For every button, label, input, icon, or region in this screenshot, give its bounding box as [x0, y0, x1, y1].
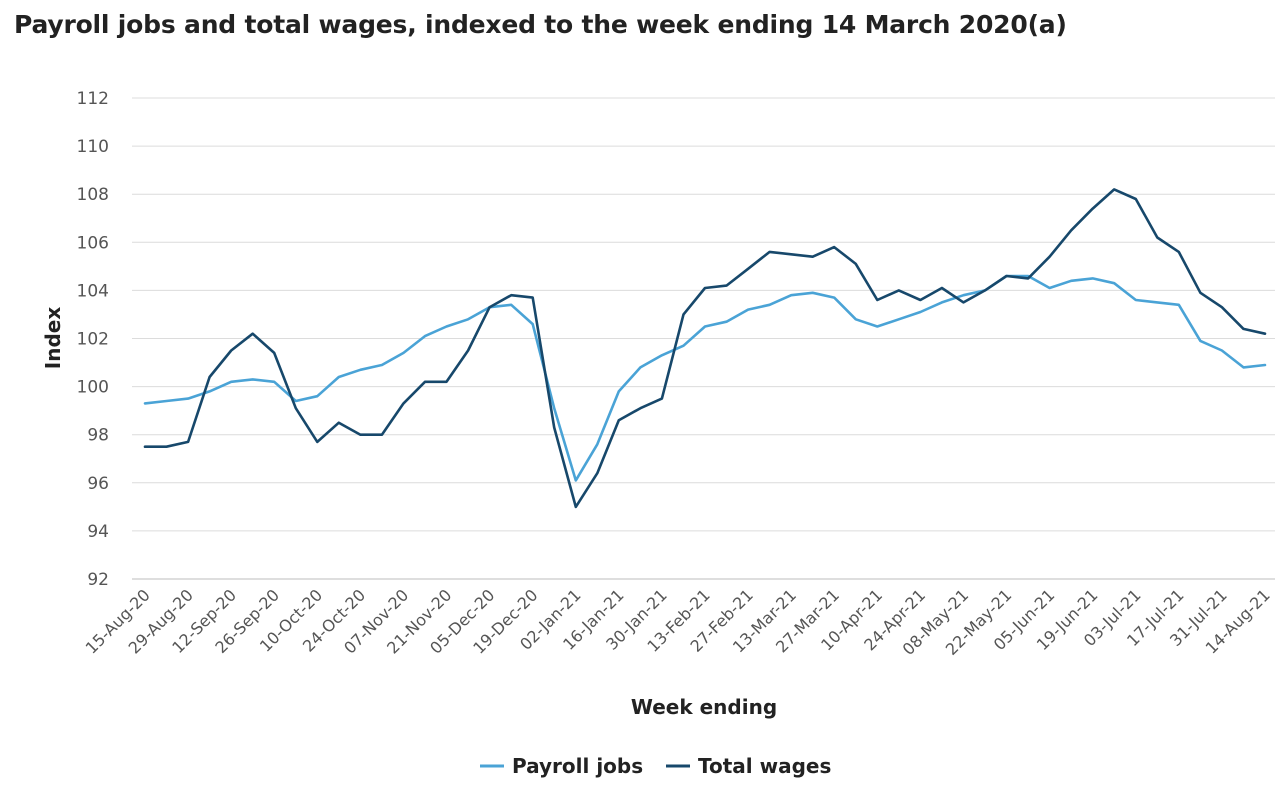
legend: Payroll jobs Total wages — [480, 754, 831, 778]
y-axis-ticks: 92 94 96 98 100 102 104 106 108 110 112 — [77, 89, 109, 590]
y-tick-label: 104 — [77, 281, 109, 301]
y-tick-label: 96 — [87, 474, 109, 494]
chart-title: Payroll jobs and total wages, indexed to… — [14, 10, 1067, 39]
y-tick-label: 102 — [77, 330, 109, 350]
y-tick-label: 100 — [77, 378, 109, 398]
series-lines — [143, 188, 1267, 509]
legend-label: Payroll jobs — [512, 754, 643, 778]
x-axis-label: Week ending — [631, 695, 777, 719]
y-tick-label: 94 — [87, 522, 109, 542]
gridlines — [132, 97, 1275, 580]
series-line-payroll-jobs — [143, 274, 1267, 482]
y-tick-label: 112 — [77, 89, 109, 109]
y-tick-label: 92 — [87, 570, 109, 590]
y-tick-label: 108 — [77, 185, 109, 205]
series-line-total-wages — [143, 188, 1267, 509]
x-axis-ticks: 15-Aug-2029-Aug-2012-Sep-2026-Sep-2010-O… — [82, 585, 1274, 659]
legend-label: Total wages — [698, 754, 831, 778]
y-tick-label: 110 — [77, 137, 109, 157]
legend-item-payroll-jobs: Payroll jobs — [480, 754, 643, 778]
y-tick-label: 98 — [87, 426, 109, 446]
y-axis-label: Index — [41, 307, 65, 370]
y-tick-label: 106 — [77, 233, 109, 253]
legend-item-total-wages: Total wages — [666, 754, 831, 778]
